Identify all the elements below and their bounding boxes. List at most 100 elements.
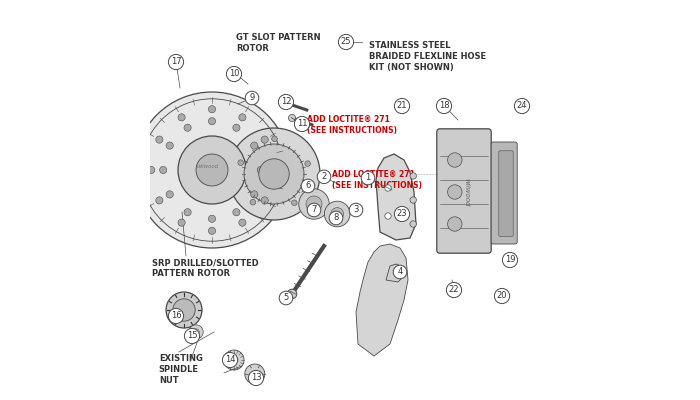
Circle shape: [261, 136, 268, 143]
Circle shape: [244, 144, 304, 204]
Text: 14: 14: [225, 356, 235, 364]
Circle shape: [148, 166, 155, 174]
Circle shape: [279, 291, 293, 305]
Circle shape: [250, 199, 255, 205]
Circle shape: [248, 370, 264, 386]
Circle shape: [178, 114, 186, 121]
Text: ADD LOCTITE® 271
(SEE INSTRUCTIONS): ADD LOCTITE® 271 (SEE INSTRUCTIONS): [332, 170, 422, 190]
Circle shape: [196, 154, 228, 186]
Circle shape: [184, 209, 191, 216]
Text: 21: 21: [397, 102, 407, 110]
Text: 1: 1: [365, 174, 370, 182]
Text: EXISTING
SPINDLE
NUT: EXISTING SPINDLE NUT: [159, 354, 203, 385]
Circle shape: [436, 98, 452, 114]
Circle shape: [410, 197, 416, 203]
Polygon shape: [386, 264, 404, 282]
Circle shape: [239, 219, 246, 226]
Text: 18: 18: [439, 102, 449, 110]
Circle shape: [238, 160, 244, 166]
Circle shape: [155, 136, 163, 143]
Text: 19: 19: [505, 256, 515, 264]
Text: 4: 4: [398, 268, 402, 276]
Circle shape: [514, 98, 530, 114]
FancyBboxPatch shape: [499, 151, 513, 236]
Text: wilwood: wilwood: [197, 164, 219, 168]
Text: 15: 15: [187, 332, 197, 340]
Text: 12: 12: [281, 98, 291, 106]
Text: 23: 23: [397, 210, 407, 218]
Text: STAINLESS STEEL
BRAIDED FLEXLINE HOSE
KIT (NOT SHOWN): STAINLESS STEEL BRAIDED FLEXLINE HOSE KI…: [369, 41, 486, 72]
Circle shape: [245, 364, 265, 384]
Circle shape: [447, 185, 462, 199]
Circle shape: [410, 221, 416, 227]
Circle shape: [134, 92, 290, 248]
Circle shape: [503, 252, 517, 268]
Circle shape: [169, 54, 183, 70]
Circle shape: [193, 329, 200, 335]
Circle shape: [233, 209, 240, 216]
Circle shape: [178, 219, 186, 226]
Text: 16: 16: [171, 312, 181, 320]
Polygon shape: [356, 244, 408, 356]
Text: 17: 17: [171, 58, 181, 66]
Circle shape: [317, 170, 331, 184]
Circle shape: [166, 142, 174, 149]
Circle shape: [394, 206, 410, 222]
Circle shape: [245, 91, 259, 105]
Circle shape: [251, 191, 258, 198]
Text: SRP DRILLED/SLOTTED
PATTERN ROTOR: SRP DRILLED/SLOTTED PATTERN ROTOR: [152, 258, 259, 278]
Circle shape: [304, 161, 310, 166]
Circle shape: [233, 124, 240, 131]
Circle shape: [239, 114, 246, 121]
Text: 8: 8: [333, 214, 339, 222]
Circle shape: [166, 292, 202, 328]
Text: GT SLOT PATTERN
ROTOR: GT SLOT PATTERN ROTOR: [236, 33, 321, 53]
Circle shape: [295, 116, 309, 132]
Circle shape: [447, 153, 462, 167]
Circle shape: [288, 114, 295, 122]
Circle shape: [447, 282, 461, 298]
Circle shape: [393, 265, 407, 279]
Circle shape: [299, 189, 329, 219]
Circle shape: [272, 136, 277, 142]
Circle shape: [166, 191, 174, 198]
Circle shape: [306, 196, 322, 212]
Circle shape: [494, 288, 510, 304]
Text: 25: 25: [341, 38, 351, 46]
Text: 20: 20: [497, 292, 508, 300]
Text: 7: 7: [312, 206, 316, 214]
FancyBboxPatch shape: [491, 142, 517, 244]
Circle shape: [447, 217, 462, 231]
Circle shape: [228, 128, 320, 220]
Circle shape: [284, 100, 290, 107]
Circle shape: [251, 142, 258, 149]
Text: ADD LOCTITE® 271
(SEE INSTRUCTIONS): ADD LOCTITE® 271 (SEE INSTRUCTIONS): [307, 115, 397, 135]
Circle shape: [279, 94, 293, 110]
Circle shape: [291, 200, 297, 206]
Circle shape: [287, 289, 297, 299]
Circle shape: [261, 197, 268, 204]
Circle shape: [361, 171, 374, 185]
Circle shape: [230, 356, 238, 364]
Circle shape: [349, 203, 363, 217]
Circle shape: [329, 211, 343, 225]
Circle shape: [331, 208, 344, 220]
Text: wilwood: wilwood: [463, 178, 469, 206]
Circle shape: [301, 179, 315, 193]
Text: 6: 6: [305, 182, 311, 190]
Circle shape: [338, 34, 354, 50]
Text: 9: 9: [249, 94, 255, 102]
Circle shape: [209, 227, 216, 234]
Text: 5: 5: [284, 294, 288, 302]
Text: 3: 3: [354, 206, 358, 214]
Circle shape: [160, 166, 167, 174]
Circle shape: [224, 350, 244, 370]
Circle shape: [270, 166, 276, 174]
Circle shape: [209, 118, 216, 125]
Polygon shape: [376, 154, 416, 240]
Circle shape: [169, 308, 183, 324]
Circle shape: [257, 166, 265, 174]
Circle shape: [209, 215, 216, 222]
FancyBboxPatch shape: [437, 129, 491, 253]
Circle shape: [155, 197, 163, 204]
